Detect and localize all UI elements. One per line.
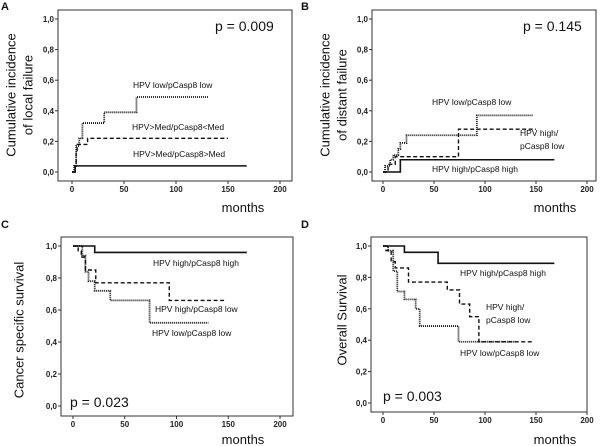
y-tick-label: 0,0 [46, 402, 58, 411]
x-tick-label: 150 [529, 416, 543, 425]
survival-curve-dotted [73, 245, 209, 324]
x-tick-label: 200 [580, 416, 594, 425]
survival-curve-dashed [383, 245, 534, 343]
series-label: HPV high/pCasp8 high [432, 164, 518, 174]
x-tick-label: 0 [381, 185, 386, 194]
y-tick-label: 0,2 [46, 370, 58, 379]
y-tick-label: 0,6 [357, 76, 369, 85]
series-label: HPV high/pCasp8 high [460, 268, 546, 278]
y-tick-label: 1,0 [356, 242, 368, 251]
y-axis-label: Cancer specific survival [11, 262, 26, 399]
survival-curve-dashed [383, 128, 536, 173]
panel-c: C 0,0 0,2 0,4 0,6 0,8 1,0 0 50 100 150 200 Cancer sp… [1, 219, 294, 446]
y-tick-label: 0,4 [43, 107, 55, 116]
series-label: pCasp8 low [520, 141, 565, 151]
y-tick-label: 0,6 [43, 76, 55, 85]
panel-letter: B [301, 1, 309, 13]
y-axis-label: of local failure [20, 55, 35, 135]
y-tick-label: 0,8 [356, 273, 368, 282]
survival-curve-solid [383, 158, 555, 173]
y-tick-label: 0,4 [357, 107, 369, 116]
y-tick-label: 0,6 [356, 305, 368, 314]
series-label: HPV low/pCasp8 low [152, 328, 232, 338]
series-label: HPV high/pCasp8 low [155, 304, 239, 314]
panel-letter: C [1, 219, 9, 231]
y-tick-label: 0,8 [46, 274, 58, 283]
plot-frame [60, 236, 294, 417]
series-label: HPV>Med/pCasp8<Med [132, 122, 224, 132]
y-axis-label: Cumulative incidence [317, 33, 332, 157]
y-tick-label: 0,2 [357, 137, 369, 146]
y-tick-label: 0,8 [357, 46, 369, 55]
survival-curve-solid [72, 165, 247, 173]
y-axis-label: Overall Survival [334, 274, 349, 365]
x-tick-label: 150 [529, 185, 543, 194]
y-tick-label: 0,4 [356, 336, 368, 345]
x-tick-label: 150 [222, 420, 236, 429]
survival-curve-dotted [383, 114, 533, 173]
panel-d: D 0,0 0,2 0,4 0,6 0,8 1,0 0 50 100 150 200 Overall S… [301, 219, 594, 446]
y-axis-label: of distant failure [334, 49, 349, 141]
survival-curve-dashed [73, 245, 227, 302]
x-tick-label: 100 [169, 185, 183, 194]
x-tick-label: 150 [221, 185, 235, 194]
x-tick-label: 50 [430, 185, 439, 194]
x-axis-label: months [222, 200, 265, 215]
series-label: pCasp8 low [486, 315, 531, 325]
y-tick-label: 1,0 [43, 15, 55, 24]
plot-frame [371, 9, 597, 182]
y-tick-label: 0,2 [356, 368, 368, 377]
panel-letter: D [301, 219, 309, 231]
p-value-annotation: p = 0.023 [70, 394, 129, 410]
x-tick-label: 0 [381, 416, 386, 425]
series-label: HPV>Med/pCasp8>Med [133, 149, 225, 159]
survival-curve-dotted [383, 245, 516, 343]
x-axis-label: months [534, 432, 577, 446]
y-tick-label: 1,0 [357, 15, 369, 24]
x-tick-label: 50 [430, 416, 439, 425]
x-tick-label: 200 [273, 185, 287, 194]
survival-curve-dashed [72, 137, 228, 173]
x-axis-label: months [222, 432, 265, 446]
panel-letter: A [1, 1, 9, 13]
panel-b: B 0,0 0,2 0,4 0,6 0,8 1,0 0 50 100 150 200 Cumulativ… [301, 1, 597, 215]
p-value-annotation: p = 0.003 [383, 388, 442, 404]
panel-a: A 0,0 0,2 0,4 0,6 0,8 1,0 0 50 100 150 200 Cumulativ… [1, 1, 293, 215]
y-tick-label: 0,0 [356, 399, 368, 408]
y-tick-label: 0,2 [43, 137, 55, 146]
series-label: HPV low/pCasp8 low [133, 80, 213, 90]
series-label: HPV low/pCasp8 low [460, 348, 540, 358]
survival-curve-solid [383, 245, 555, 265]
y-tick-label: 0,0 [357, 168, 369, 177]
p-value-annotation: p = 0.145 [523, 18, 582, 34]
x-tick-label: 0 [70, 185, 75, 194]
y-tick-label: 0,6 [46, 306, 58, 315]
x-tick-label: 200 [580, 185, 594, 194]
plot-frame [370, 236, 588, 413]
y-tick-label: 0,8 [43, 46, 55, 55]
x-tick-label: 100 [478, 416, 492, 425]
series-label: HPV high/ [520, 128, 559, 138]
y-tick-label: 0,4 [46, 338, 58, 347]
x-tick-label: 50 [120, 185, 129, 194]
y-tick-label: 1,0 [46, 242, 58, 251]
x-tick-label: 200 [273, 420, 287, 429]
series-label: HPV high/ [486, 302, 525, 312]
survival-curve-solid [73, 245, 247, 254]
x-tick-label: 50 [120, 420, 129, 429]
y-tick-label: 0,0 [43, 168, 55, 177]
plot-frame [57, 9, 293, 182]
x-tick-label: 100 [478, 185, 492, 194]
series-label: HPV high/pCasp8 high [153, 258, 239, 268]
series-label: HPV low/pCasp8 low [432, 97, 512, 107]
x-axis-label: months [534, 200, 577, 215]
p-value-annotation: p = 0.009 [215, 18, 274, 34]
y-axis-label: Cumulative incidence [3, 33, 18, 157]
x-tick-label: 0 [71, 420, 76, 429]
x-tick-label: 100 [170, 420, 184, 429]
